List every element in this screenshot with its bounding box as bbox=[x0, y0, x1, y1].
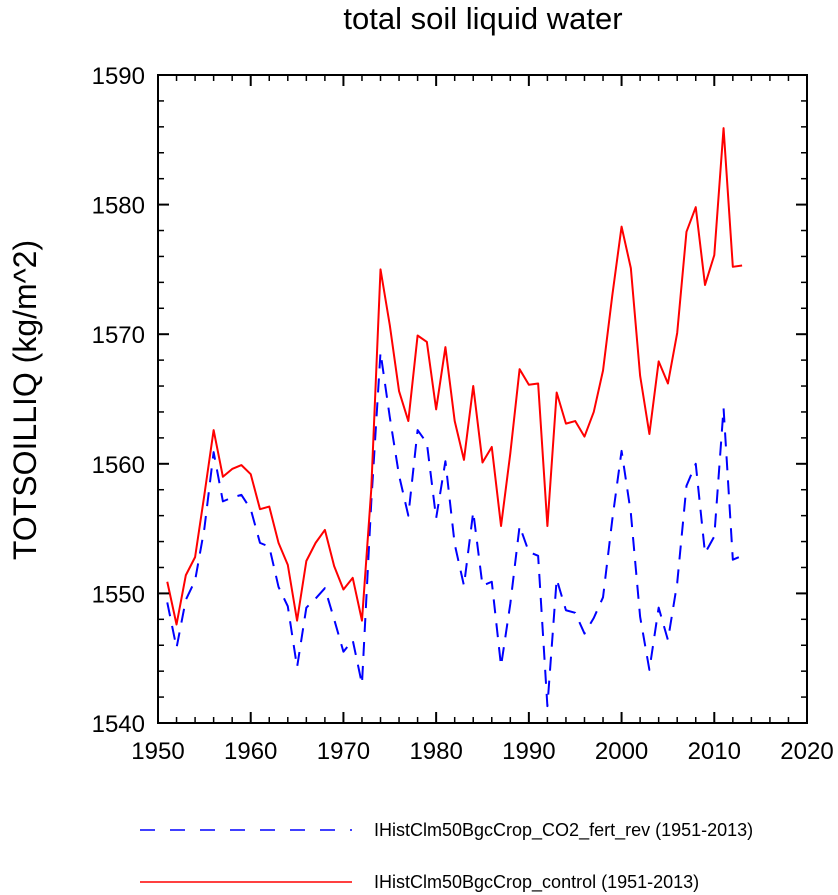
y-tick-label: 1550 bbox=[92, 581, 145, 608]
legend-label-1: IHistClm50BgcCrop_CO2_fert_rev (1951-201… bbox=[374, 820, 753, 841]
legend-label-2: IHistClm50BgcCrop_control (1951-2013) bbox=[374, 872, 699, 893]
y-tick-label: 1540 bbox=[92, 711, 145, 738]
axes-layer: 1950 1960 1970 1980 1990 2000 2010 2020 1540 1550… bbox=[92, 63, 834, 765]
y-tick-label: 1590 bbox=[92, 63, 145, 90]
y-tick-label: 1570 bbox=[92, 322, 145, 349]
x-tick-label: 2000 bbox=[595, 738, 648, 765]
y-tick-label: 1580 bbox=[92, 193, 145, 220]
x-tick-label: 1950 bbox=[131, 738, 184, 765]
x-tick-label: 1980 bbox=[409, 738, 462, 765]
legend: IHistClm50BgcCrop_CO2_fert_rev (1951-201… bbox=[140, 820, 753, 893]
plot-frame bbox=[157, 74, 808, 724]
series-line-2 bbox=[166, 127, 743, 626]
series-layer bbox=[166, 127, 743, 708]
series-line-1 bbox=[166, 351, 743, 708]
x-tick-label: 1970 bbox=[317, 738, 370, 765]
chart-title: total soil liquid water bbox=[343, 1, 622, 36]
y-tick-label: 1560 bbox=[92, 452, 145, 479]
x-tick-label: 1990 bbox=[502, 738, 555, 765]
x-tick-label: 1960 bbox=[224, 738, 277, 765]
x-tick-label: 2020 bbox=[780, 738, 833, 765]
y-axis-label: TOTSOILLIQ (kg/m^2) bbox=[7, 240, 43, 560]
x-tick-label: 2010 bbox=[688, 738, 741, 765]
